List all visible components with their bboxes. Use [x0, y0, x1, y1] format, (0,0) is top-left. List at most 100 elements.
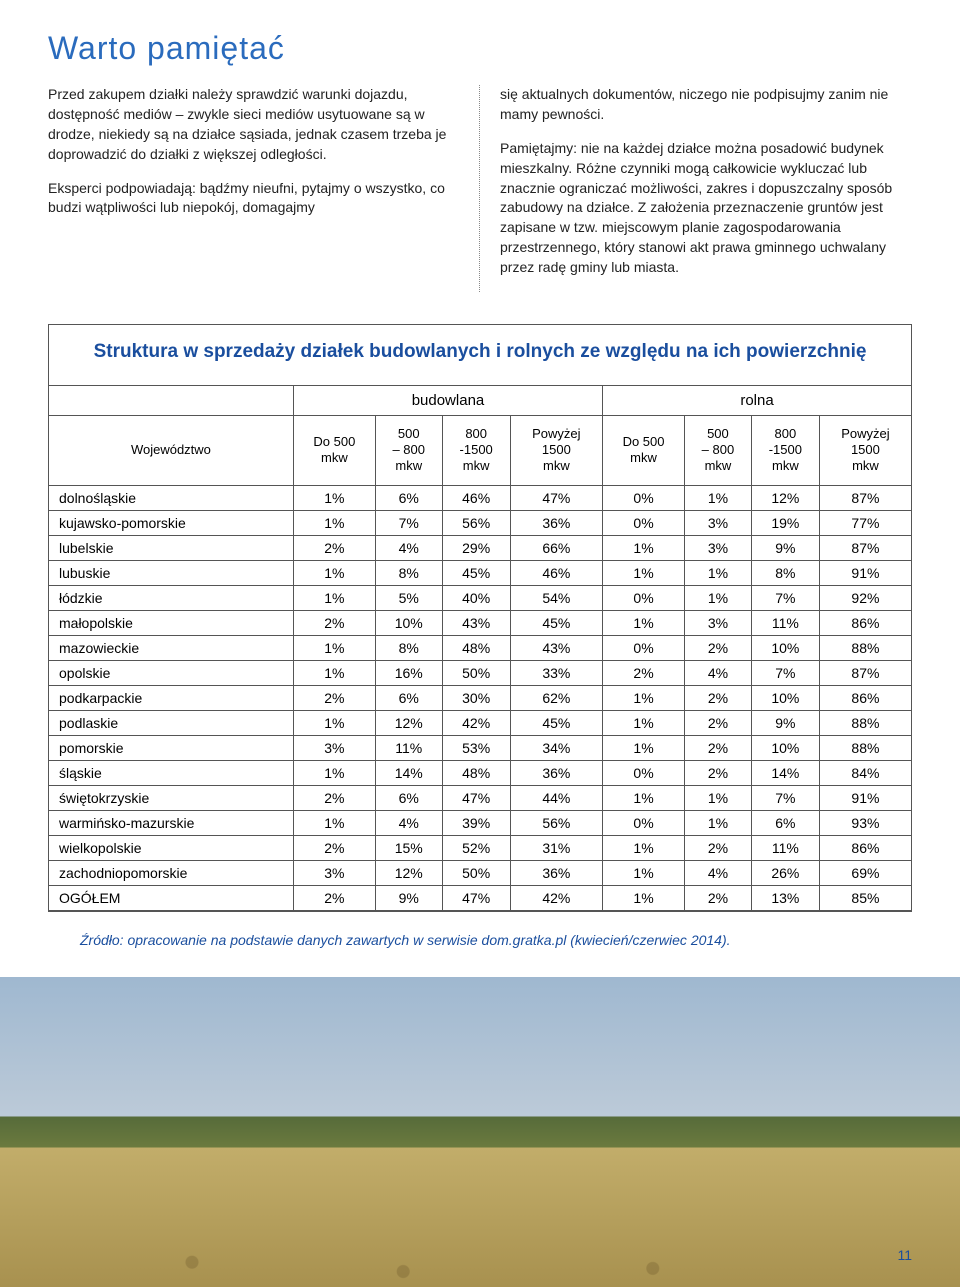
table-row: świętokrzyskie2%6%47%44%1%1%7%91% [49, 785, 911, 810]
data-cell: 52% [442, 835, 510, 860]
data-cell: 48% [442, 635, 510, 660]
data-cell: 3% [293, 735, 375, 760]
data-cell: 1% [603, 785, 685, 810]
left-column: Przed zakupem działki należy sprawdzić w… [48, 85, 480, 292]
data-cell: 14% [751, 760, 819, 785]
data-cell: 34% [510, 735, 602, 760]
data-cell: 6% [375, 785, 442, 810]
paragraph: Przed zakupem działki należy sprawdzić w… [48, 85, 459, 165]
data-cell: 16% [375, 660, 442, 685]
data-cell: 56% [510, 810, 602, 835]
data-cell: 2% [685, 760, 752, 785]
row-label-cell: śląskie [49, 760, 293, 785]
data-cell: 29% [442, 535, 510, 560]
table-row: opolskie1%16%50%33%2%4%7%87% [49, 660, 911, 685]
data-cell: 5% [375, 585, 442, 610]
data-cell: 12% [375, 710, 442, 735]
page-number: 11 [897, 1247, 912, 1263]
data-cell: 87% [819, 535, 911, 560]
row-label-cell: OGÓŁEM [49, 885, 293, 910]
data-cell: 1% [603, 560, 685, 585]
row-label-cell: wielkopolskie [49, 835, 293, 860]
data-cell: 13% [751, 885, 819, 910]
data-cell: 15% [375, 835, 442, 860]
data-cell: 2% [685, 885, 752, 910]
data-cell: 26% [751, 860, 819, 885]
column-header: Powyżej1500mkw [819, 415, 911, 485]
data-cell: 1% [603, 860, 685, 885]
data-cell: 88% [819, 635, 911, 660]
table-row: małopolskie2%10%43%45%1%3%11%86% [49, 610, 911, 635]
data-cell: 45% [510, 610, 602, 635]
data-cell: 1% [685, 585, 752, 610]
data-cell: 12% [751, 485, 819, 510]
table-row: lubuskie1%8%45%46%1%1%8%91% [49, 560, 911, 585]
data-cell: 1% [293, 510, 375, 535]
table-row: śląskie1%14%48%36%0%2%14%84% [49, 760, 911, 785]
data-cell: 7% [375, 510, 442, 535]
data-table-container: Struktura w sprzedaży działek budowlanyc… [48, 324, 912, 912]
data-cell: 3% [685, 510, 752, 535]
data-cell: 1% [603, 610, 685, 635]
data-cell: 4% [375, 810, 442, 835]
data-cell: 31% [510, 835, 602, 860]
data-cell: 11% [751, 610, 819, 635]
data-cell: 1% [685, 485, 752, 510]
data-cell: 3% [685, 610, 752, 635]
data-cell: 1% [603, 735, 685, 760]
table-group-header-row: budowlana rolna [49, 385, 911, 415]
data-cell: 1% [603, 535, 685, 560]
data-cell: 42% [442, 710, 510, 735]
data-cell: 4% [685, 860, 752, 885]
row-label-cell: opolskie [49, 660, 293, 685]
data-cell: 12% [375, 860, 442, 885]
data-cell: 47% [510, 485, 602, 510]
row-label-cell: małopolskie [49, 610, 293, 635]
paragraph: Pamiętajmy: nie na każdej działce można … [500, 139, 912, 278]
data-cell: 2% [685, 835, 752, 860]
data-cell: 36% [510, 510, 602, 535]
table-title: Struktura w sprzedaży działek budowlanyc… [49, 325, 911, 385]
data-cell: 77% [819, 510, 911, 535]
data-cell: 43% [442, 610, 510, 635]
data-cell: 36% [510, 760, 602, 785]
data-cell: 88% [819, 735, 911, 760]
column-header: Do 500mkw [293, 415, 375, 485]
data-cell: 50% [442, 860, 510, 885]
row-label-cell: łódzkie [49, 585, 293, 610]
data-cell: 7% [751, 660, 819, 685]
data-cell: 87% [819, 660, 911, 685]
data-cell: 46% [510, 560, 602, 585]
data-cell: 86% [819, 835, 911, 860]
data-cell: 8% [751, 560, 819, 585]
data-cell: 0% [603, 485, 685, 510]
data-table: budowlana rolna Województwo Do 500mkw 50… [49, 385, 911, 911]
group-header: rolna [603, 385, 911, 415]
row-label-cell: świętokrzyskie [49, 785, 293, 810]
data-cell: 2% [685, 685, 752, 710]
data-cell: 11% [375, 735, 442, 760]
row-label-cell: warmińsko-mazurskie [49, 810, 293, 835]
table-row: dolnośląskie1%6%46%47%0%1%12%87% [49, 485, 911, 510]
column-header: 500– 800mkw [685, 415, 752, 485]
data-cell: 42% [510, 885, 602, 910]
data-cell: 33% [510, 660, 602, 685]
data-cell: 2% [603, 660, 685, 685]
data-cell: 8% [375, 635, 442, 660]
data-cell: 3% [685, 535, 752, 560]
data-cell: 1% [685, 810, 752, 835]
data-cell: 1% [685, 560, 752, 585]
data-cell: 1% [685, 785, 752, 810]
data-cell: 1% [293, 585, 375, 610]
column-header: 500– 800mkw [375, 415, 442, 485]
data-cell: 6% [375, 685, 442, 710]
data-cell: 2% [293, 785, 375, 810]
data-cell: 2% [293, 685, 375, 710]
data-cell: 2% [293, 835, 375, 860]
table-body: dolnośląskie1%6%46%47%0%1%12%87%kujawsko… [49, 485, 911, 910]
row-label-cell: lubuskie [49, 560, 293, 585]
data-cell: 0% [603, 635, 685, 660]
data-cell: 2% [685, 635, 752, 660]
table-source: Źródło: opracowanie na podstawie danych … [48, 922, 912, 948]
data-cell: 7% [751, 585, 819, 610]
